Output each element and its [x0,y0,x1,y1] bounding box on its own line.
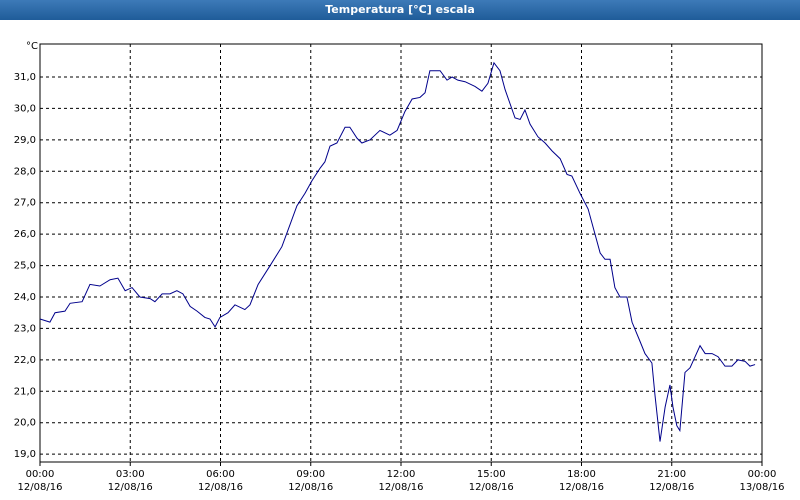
x-tick-label: 15:00 12/08/16 [468,469,514,493]
y-tick-label: 28,0 [14,166,36,177]
y-tick-label: 23,0 [14,323,36,334]
x-tick-label: 06:00 12/08/16 [198,469,243,493]
y-unit: °C [26,41,38,52]
y-tick-label: 29,0 [14,135,36,146]
x-tick-label: 03:00 12/08/16 [107,469,153,493]
plot-frame [39,43,763,463]
y-tick-label: 20,0 [14,418,36,429]
title-bar: Temperatura [°C] escala [0,0,800,20]
y-tick-label: 21,0 [14,386,36,397]
x-tick-label: 00:00 13/08/16 [739,469,785,493]
x-tick-label: 18:00 12/08/16 [559,469,604,493]
y-tick-label: 27,0 [14,198,36,209]
y-tick-label: 25,0 [14,261,36,272]
y-tick-label: 24,0 [14,292,36,303]
y-tick-label: 26,0 [14,229,36,240]
x-tick-label: 00:00 12/08/16 [17,469,63,493]
x-tick-label: 21:00 12/08/16 [649,469,695,493]
y-tick-label: 19,0 [14,449,36,460]
y-tick-label: 31,0 [14,72,36,83]
x-tick-label: 12:00 12/08/16 [378,469,424,493]
y-tick-label: 22,0 [14,355,36,366]
temperature-line [39,61,756,442]
y-tick-label: 30,0 [14,103,36,114]
x-tick-label: 09:00 12/08/16 [288,469,334,493]
